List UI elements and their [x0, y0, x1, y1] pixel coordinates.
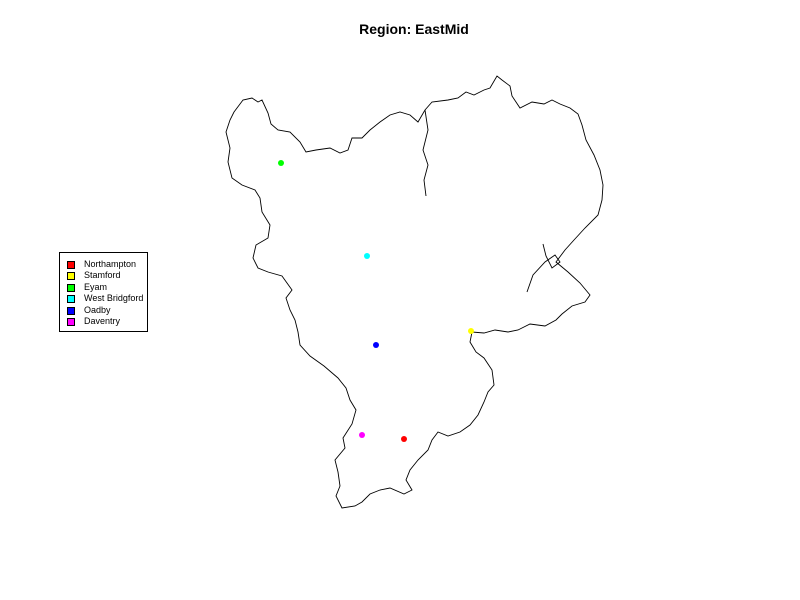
town-markers: [278, 160, 474, 442]
legend-label: Eyam: [84, 282, 108, 292]
coastal-line-wash: [526, 243, 561, 293]
legend-swatch: [67, 306, 75, 315]
town-marker-eyam: [278, 160, 284, 166]
town-marker-stamford: [468, 328, 474, 334]
legend-label: Stamford: [84, 270, 121, 280]
legend-label: Northampton: [84, 259, 137, 269]
region-outline: [225, 75, 604, 509]
legend: Northampton Stamford Eyam West Bridgford…: [59, 252, 148, 332]
town-marker-west-bridgford: [364, 253, 370, 259]
town-marker-daventry: [359, 432, 365, 438]
legend-item: West Bridgford: [67, 293, 143, 304]
legend-label: Oadby: [84, 305, 111, 315]
legend-item: Oadby: [67, 305, 111, 316]
legend-label: Daventry: [84, 316, 121, 326]
legend-swatch: [67, 317, 75, 326]
legend-swatch: [67, 283, 75, 292]
legend-item: Northampton: [67, 259, 136, 270]
town-marker-oadby: [373, 342, 379, 348]
legend-label: West Bridgford: [84, 293, 144, 303]
legend-item: Eyam: [67, 282, 107, 293]
legend-swatch: [67, 271, 75, 280]
map-title: Region: EastMid: [359, 21, 469, 37]
internal-boundary-north: [422, 109, 429, 197]
legend-item: Stamford: [67, 270, 121, 281]
legend-swatch: [67, 294, 75, 303]
legend-item: Daventry: [67, 316, 120, 327]
legend-swatch: [67, 260, 75, 269]
town-marker-northampton: [401, 436, 407, 442]
